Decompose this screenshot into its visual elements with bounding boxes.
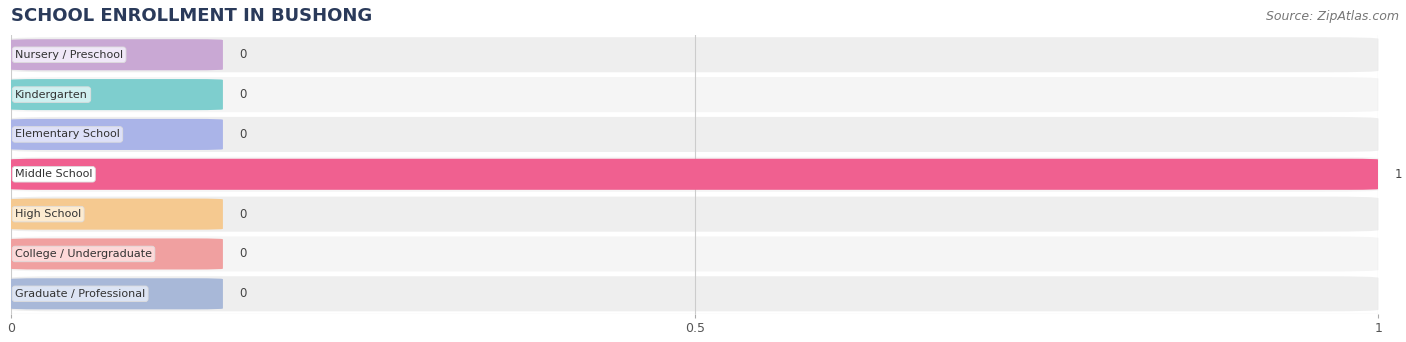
Text: Middle School: Middle School	[15, 169, 93, 179]
FancyBboxPatch shape	[11, 278, 224, 310]
Text: Graduate / Professional: Graduate / Professional	[15, 289, 145, 299]
FancyBboxPatch shape	[11, 199, 224, 230]
FancyBboxPatch shape	[11, 238, 224, 269]
Text: Kindergarten: Kindergarten	[15, 90, 89, 100]
Text: SCHOOL ENROLLMENT IN BUSHONG: SCHOOL ENROLLMENT IN BUSHONG	[11, 7, 373, 25]
Text: 0: 0	[239, 88, 246, 101]
FancyBboxPatch shape	[11, 236, 1378, 272]
FancyBboxPatch shape	[11, 119, 224, 150]
Text: 0: 0	[239, 208, 246, 221]
Text: Nursery / Preschool: Nursery / Preschool	[15, 50, 124, 60]
Text: Source: ZipAtlas.com: Source: ZipAtlas.com	[1265, 10, 1399, 23]
FancyBboxPatch shape	[11, 37, 1378, 72]
FancyBboxPatch shape	[11, 77, 1378, 112]
Text: Elementary School: Elementary School	[15, 129, 120, 140]
Text: College / Undergraduate: College / Undergraduate	[15, 249, 152, 259]
Text: 0: 0	[239, 128, 246, 141]
FancyBboxPatch shape	[11, 39, 224, 70]
FancyBboxPatch shape	[11, 159, 1378, 190]
FancyBboxPatch shape	[11, 197, 1378, 232]
Text: High School: High School	[15, 209, 82, 219]
FancyBboxPatch shape	[11, 79, 224, 110]
Text: 1: 1	[1395, 168, 1402, 181]
Text: 0: 0	[239, 248, 246, 261]
FancyBboxPatch shape	[11, 117, 1378, 152]
FancyBboxPatch shape	[11, 157, 1378, 192]
Text: 0: 0	[239, 287, 246, 300]
Text: 0: 0	[239, 48, 246, 61]
FancyBboxPatch shape	[11, 276, 1378, 311]
